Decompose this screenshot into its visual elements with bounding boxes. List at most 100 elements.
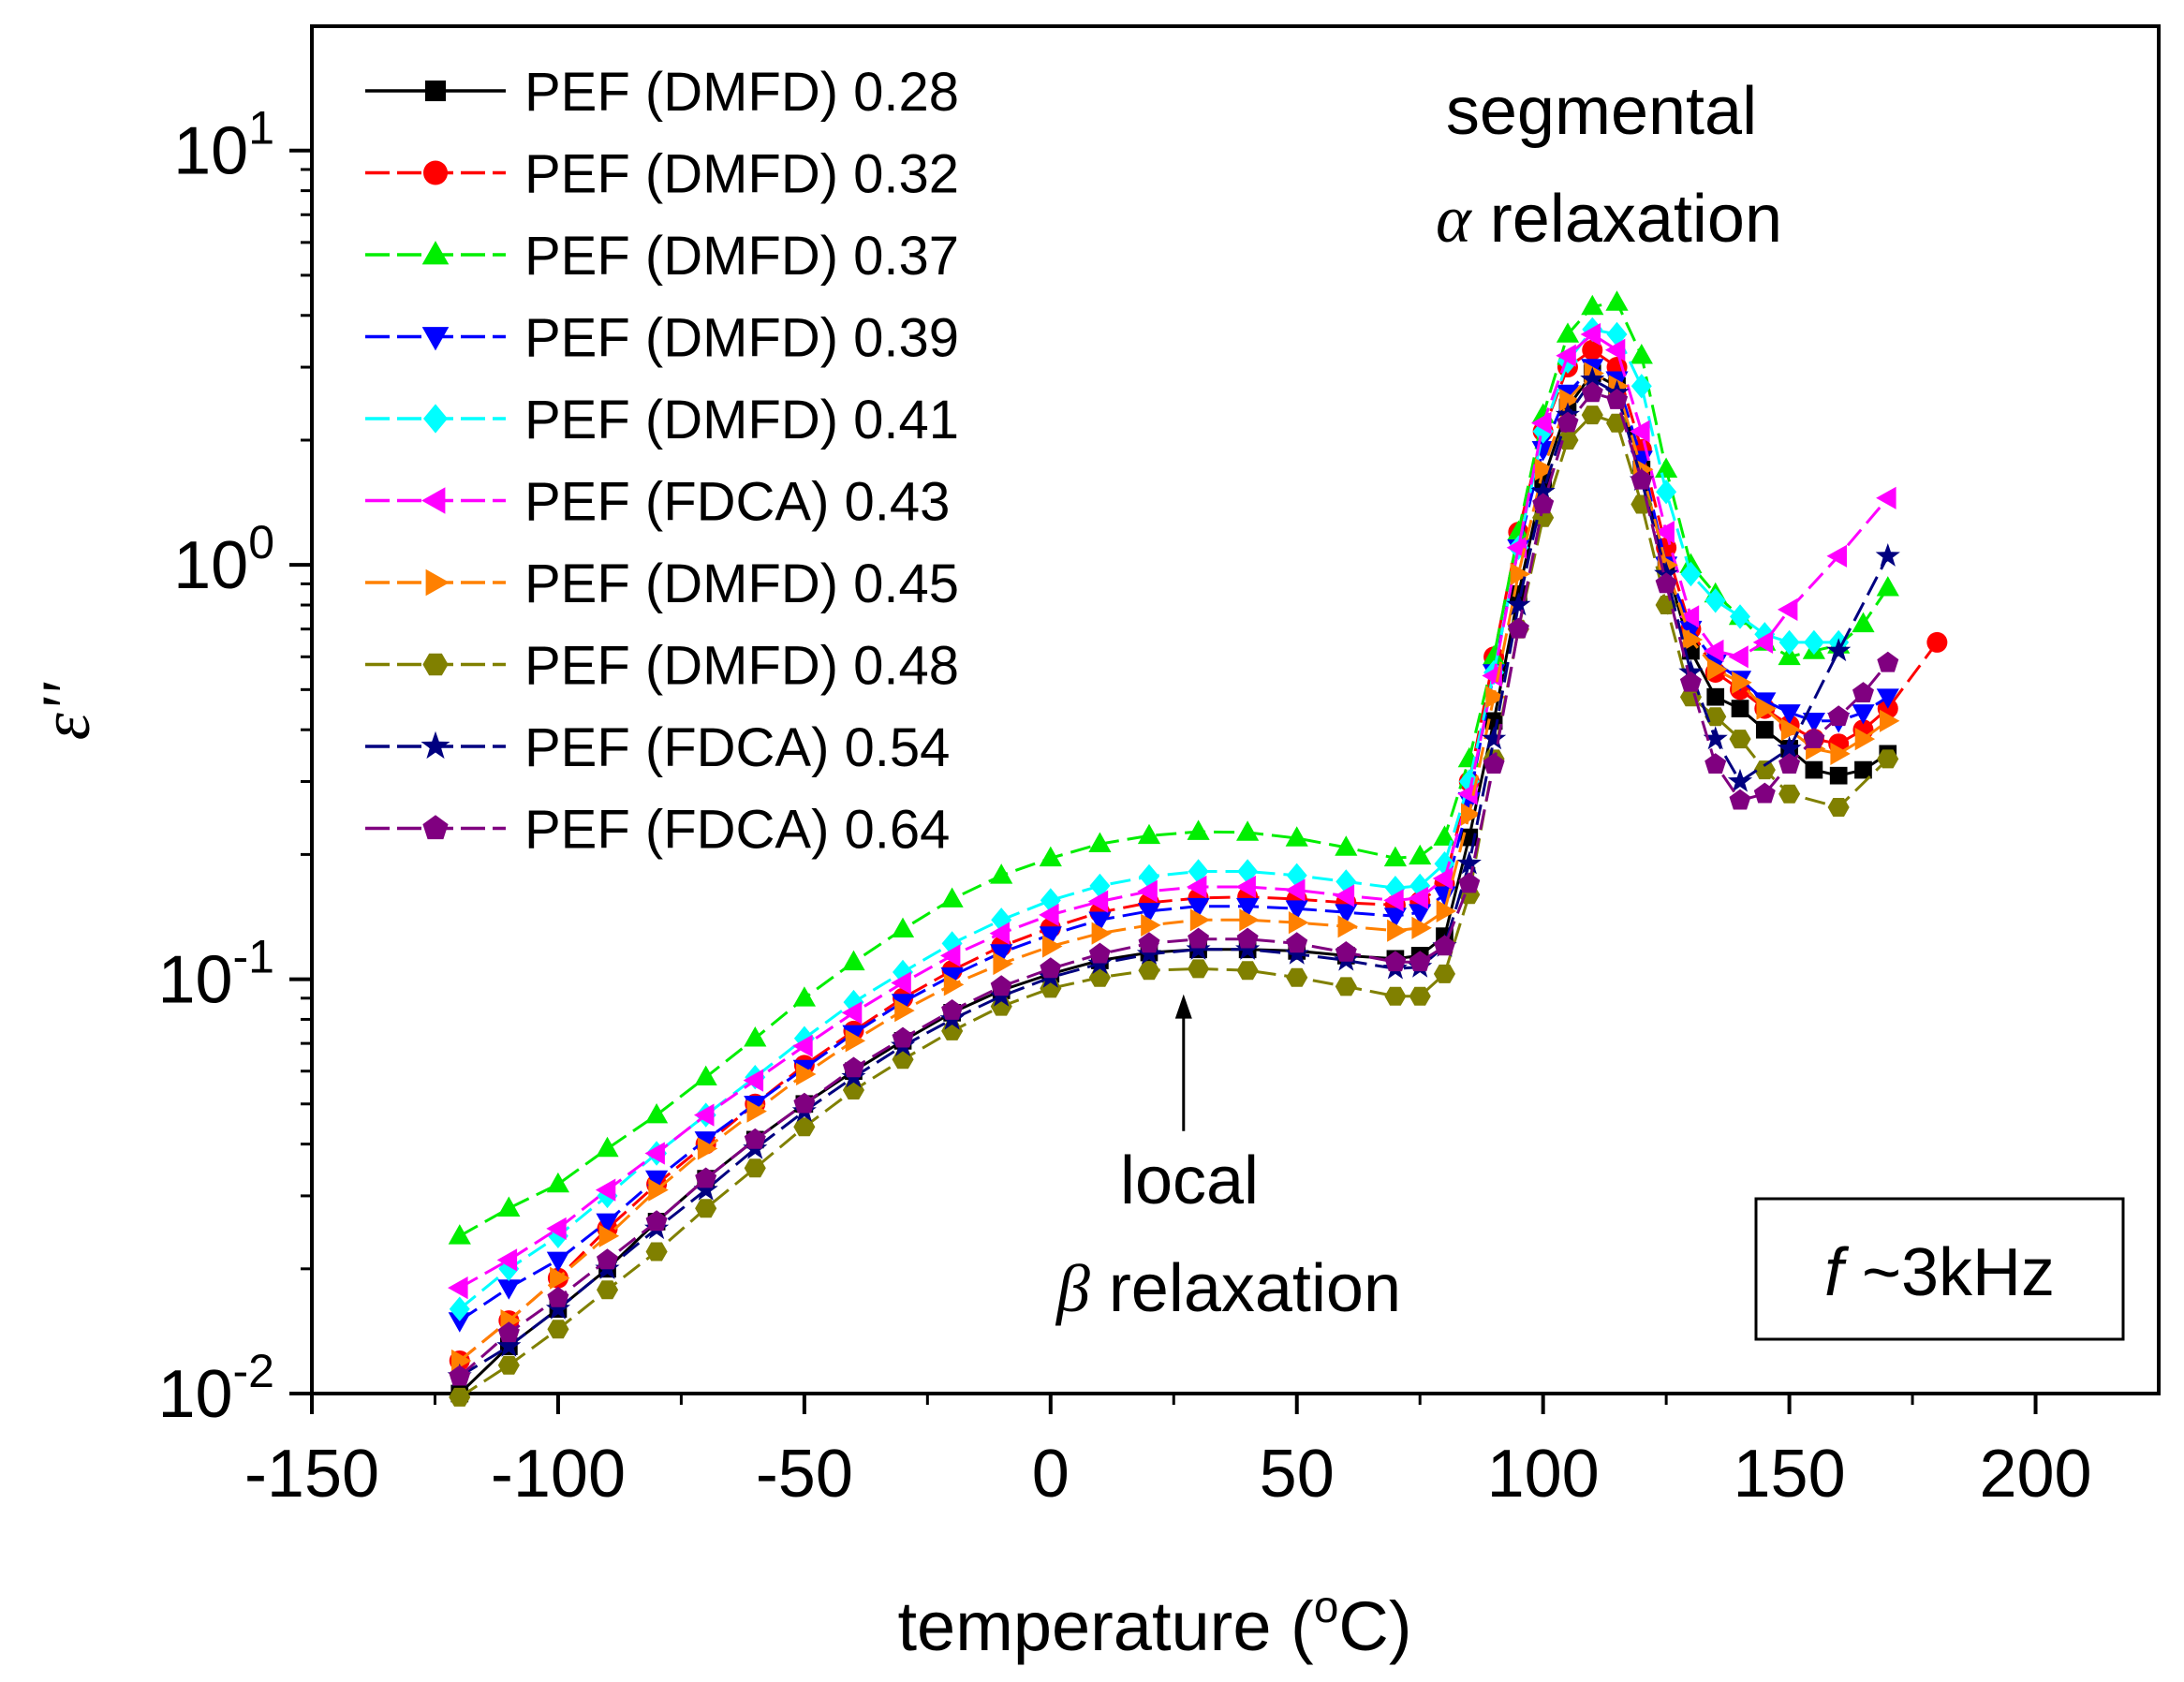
series-line [459, 332, 1889, 1290]
data-point [990, 944, 1013, 965]
data-point [1284, 941, 1309, 965]
data-point [1409, 904, 1432, 924]
data-point [941, 999, 964, 1020]
frequency-box-frame [1754, 1197, 2125, 1341]
data-point [1286, 863, 1307, 888]
data-point [842, 1081, 864, 1099]
data-point [1384, 876, 1406, 901]
data-point [695, 1167, 717, 1188]
legend-entry: PEF (DMFD) 0.32 [365, 144, 959, 205]
data-point [1137, 903, 1161, 923]
data-point [1286, 967, 1308, 987]
series-6 [448, 322, 1896, 1300]
data-point [1631, 468, 1653, 490]
data-point [1335, 977, 1357, 996]
series-line [458, 371, 1889, 1363]
data-point [1286, 932, 1308, 953]
data-point [1877, 651, 1899, 672]
data-point [746, 1099, 767, 1123]
legend-marker [425, 568, 450, 597]
legend-entry: PEF (DMFD) 0.39 [365, 308, 959, 369]
data-point [645, 1103, 669, 1124]
data-point [1680, 561, 1702, 587]
legend-label: PEF (DMFD) 0.45 [524, 553, 959, 614]
legend-marker [421, 730, 450, 760]
data-point [1482, 726, 1507, 750]
data-point [546, 1172, 569, 1193]
data-point [1188, 959, 1210, 979]
legend-label: PEF (FDCA) 0.43 [524, 472, 950, 533]
data-point [1236, 927, 1259, 949]
data-point [595, 1178, 616, 1202]
data-point [1335, 904, 1358, 924]
data-point [1777, 735, 1802, 760]
data-point [1729, 789, 1751, 810]
data-point [1137, 879, 1158, 903]
data-point [940, 887, 964, 907]
data-point [1802, 713, 1825, 733]
data-point [597, 1280, 619, 1300]
legend: PEF (DMFD) 0.28 PEF (DMFD) 0.32 PEF (DMFD)… [365, 62, 959, 861]
data-point [989, 922, 1010, 945]
data-point [1729, 730, 1751, 749]
data-point [1335, 835, 1358, 856]
data-point [793, 1117, 816, 1137]
data-point [990, 975, 1012, 996]
data-point [1138, 932, 1160, 953]
data-point [546, 1217, 567, 1240]
data-point [1581, 406, 1603, 425]
data-point [449, 1387, 471, 1407]
data-point [743, 1069, 764, 1092]
plot-border [310, 24, 2161, 1395]
data-point [1703, 726, 1728, 750]
data-point [1704, 753, 1727, 774]
data-point [1236, 961, 1259, 981]
data-point [1655, 457, 1678, 478]
data-point [1383, 907, 1407, 928]
data-point [1827, 705, 1850, 727]
data-point [597, 1248, 618, 1270]
x-axis-label: temperature (oC) [898, 1583, 1412, 1665]
data-point [1877, 749, 1899, 769]
data-point [1485, 686, 1506, 709]
series-layer [447, 290, 1948, 1407]
data-point [648, 1178, 669, 1202]
data-point [894, 999, 915, 1023]
data-point [1383, 889, 1404, 912]
data-point [1803, 629, 1824, 656]
legend-marker [422, 815, 449, 840]
legend-entry: PEF (DMFD) 0.48 [365, 636, 959, 697]
plot-area-frame [310, 24, 2161, 1395]
data-point [547, 1286, 569, 1307]
data-point [1532, 493, 1555, 514]
data-point [1039, 926, 1062, 947]
x-tick-label: 0 [1032, 1437, 1070, 1512]
data-point [695, 1199, 717, 1218]
data-point [1411, 916, 1432, 939]
data-point [1236, 897, 1260, 919]
data-point [793, 1092, 816, 1114]
data-point [841, 1001, 863, 1025]
data-point [1854, 760, 1872, 779]
data-point [546, 1251, 569, 1273]
data-point [990, 863, 1013, 884]
data-point [1483, 644, 1506, 666]
data-point [1409, 986, 1431, 1006]
data-point [792, 986, 816, 1007]
data-point [993, 952, 1013, 976]
legend-marker [424, 80, 447, 102]
x-tick-label: 200 [1979, 1437, 2091, 1512]
y-tick-label: 10-1 [157, 931, 274, 1018]
data-point [1088, 967, 1111, 987]
data-point [1803, 728, 1825, 748]
data-point [1335, 941, 1357, 962]
series-line [458, 365, 1889, 1322]
data-point [1682, 627, 1704, 652]
data-point [1780, 718, 1802, 742]
data-point [596, 1136, 619, 1158]
data-point [793, 1025, 815, 1051]
data-point [1506, 592, 1531, 616]
legend-label: PEF (DMFD) 0.39 [524, 308, 959, 369]
alpha-annotation-line2: α relaxation [1436, 182, 1782, 257]
